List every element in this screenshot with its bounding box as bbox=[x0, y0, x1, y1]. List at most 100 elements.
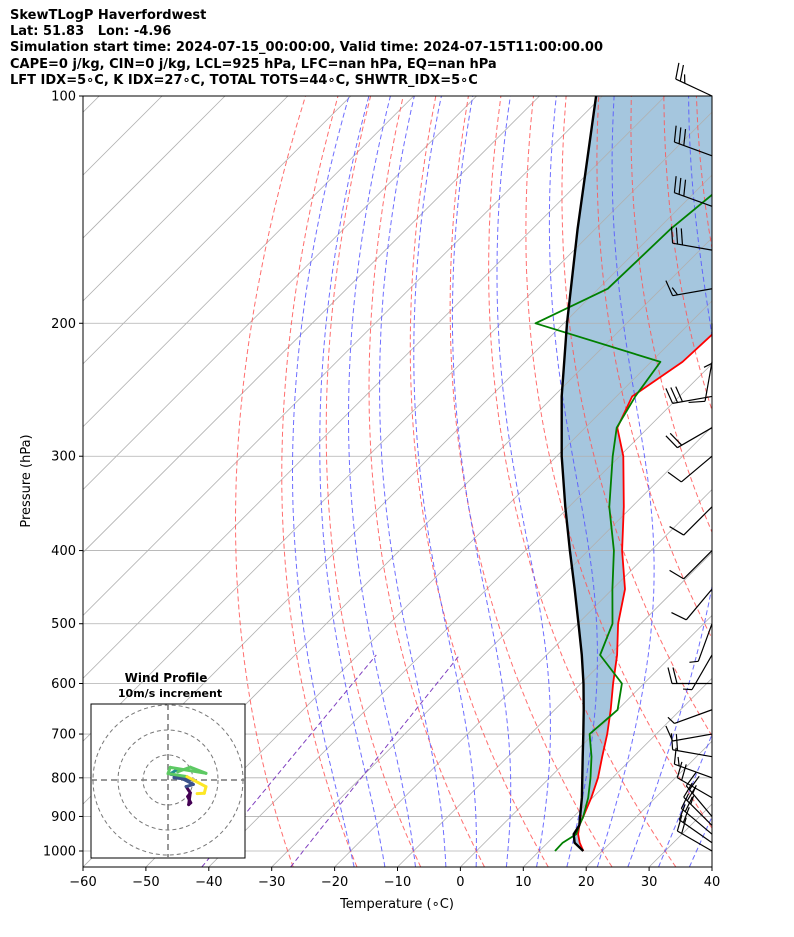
barb-flag bbox=[673, 125, 677, 143]
barb-flag bbox=[683, 129, 687, 146]
isotherm-line bbox=[83, 96, 352, 365]
location-line: Lat: 51.83 Lon: -4.96 bbox=[10, 24, 172, 40]
moist-adiabat bbox=[658, 732, 712, 867]
stability-line: CAPE=0 j/kg, CIN=0 j/kg, LCL=925 hPa, LF… bbox=[10, 56, 497, 72]
x-tick-label: −60 bbox=[69, 875, 96, 890]
barb-flag bbox=[667, 667, 673, 684]
barb-shaft bbox=[683, 506, 713, 536]
barb-flag bbox=[676, 814, 683, 832]
isotherm-line bbox=[83, 96, 477, 491]
y-tick-label: 100 bbox=[51, 90, 76, 105]
barb-shaft bbox=[674, 192, 713, 207]
wind-barb bbox=[667, 709, 713, 724]
barb-shaft bbox=[680, 455, 713, 483]
moist-adiabat bbox=[292, 96, 355, 867]
barb-flag bbox=[675, 227, 679, 245]
isotherm-line bbox=[83, 96, 666, 679]
barb-shaft bbox=[672, 242, 713, 251]
y-tick-label: 1000 bbox=[43, 845, 76, 860]
dry-adiabat bbox=[561, 96, 712, 737]
isotherm-line bbox=[711, 866, 712, 867]
hodograph-segment bbox=[187, 791, 192, 807]
barb-flag bbox=[671, 287, 679, 296]
barb-flag bbox=[683, 179, 687, 197]
barb-flag bbox=[689, 660, 699, 663]
y-tick-label: 600 bbox=[51, 677, 76, 692]
barb-flag bbox=[680, 793, 690, 809]
barb-shaft bbox=[685, 785, 713, 817]
barb-flag bbox=[689, 775, 700, 790]
isotherm-line bbox=[83, 96, 289, 302]
barb-shaft bbox=[677, 777, 713, 799]
wind-barb bbox=[670, 226, 713, 251]
isotherm-line bbox=[271, 426, 712, 867]
y-tick-label: 700 bbox=[51, 728, 76, 743]
barb-flag bbox=[688, 400, 706, 404]
wind-barb bbox=[665, 427, 713, 449]
wind-barbs bbox=[665, 62, 713, 852]
barb-flag bbox=[673, 176, 677, 193]
barb-flag bbox=[675, 386, 684, 402]
barb-flag bbox=[681, 764, 687, 781]
barb-flag bbox=[682, 807, 690, 823]
barb-flag bbox=[677, 756, 680, 766]
x-tick-label: 10 bbox=[515, 875, 532, 890]
dry-adiabat bbox=[281, 96, 358, 867]
y-tick-label: 200 bbox=[51, 317, 76, 332]
wind-barb bbox=[673, 125, 713, 157]
dry-adiabat bbox=[729, 96, 794, 867]
dry-adiabat bbox=[488, 96, 677, 867]
moist-adiabat bbox=[451, 96, 512, 867]
isotherm-line bbox=[145, 300, 712, 867]
hodograph-segment bbox=[166, 772, 189, 779]
barb-shaft bbox=[683, 796, 713, 826]
moist-adiabat bbox=[596, 96, 655, 867]
barb-flag bbox=[669, 432, 683, 446]
barb-flag bbox=[669, 526, 685, 536]
hodograph-inset: Wind Profile 10m/s increment bbox=[90, 671, 246, 859]
dry-adiabat bbox=[449, 96, 613, 867]
barb-flag bbox=[690, 795, 695, 805]
hodograph-segment bbox=[185, 775, 208, 789]
dry-adiabat bbox=[409, 96, 549, 867]
wind-barb bbox=[688, 361, 713, 404]
profile-lines bbox=[534, 96, 712, 852]
barb-shaft bbox=[674, 763, 713, 779]
barb-shaft bbox=[675, 78, 713, 97]
barb-shaft bbox=[704, 361, 713, 402]
isotherm-line bbox=[83, 111, 712, 742]
isotherm-line bbox=[83, 96, 414, 428]
barb-flag bbox=[678, 804, 686, 820]
isotherm-line bbox=[397, 551, 712, 867]
moist-adiabat bbox=[319, 96, 386, 867]
wind-barb bbox=[675, 62, 713, 97]
moist-adiabat bbox=[496, 96, 551, 867]
wind-barb bbox=[673, 176, 713, 207]
x-axis-label: Temperature (∘C) bbox=[339, 897, 454, 912]
barb-flag bbox=[670, 387, 679, 403]
moist-adiabat bbox=[548, 96, 598, 867]
barb-shaft bbox=[680, 808, 713, 835]
hodograph-subtitle: 10m/s increment bbox=[118, 687, 222, 700]
barb-flag bbox=[703, 362, 713, 368]
moist-adiabat bbox=[413, 96, 477, 867]
y-axis-label: Pressure (hPa) bbox=[19, 434, 34, 527]
cape-cin-fill bbox=[561, 96, 712, 851]
wind-barb bbox=[680, 793, 713, 835]
isotherm-line bbox=[83, 96, 603, 616]
barb-shaft bbox=[678, 819, 713, 844]
wind-barb bbox=[669, 506, 713, 536]
y-tick-label: 400 bbox=[51, 544, 76, 559]
barb-flag bbox=[665, 725, 674, 742]
moist-adiabat bbox=[627, 96, 712, 867]
barb-flag bbox=[683, 688, 693, 691]
isotherm-line bbox=[523, 677, 712, 867]
barb-flag bbox=[669, 569, 685, 580]
y-tick-label: 500 bbox=[51, 617, 76, 632]
barb-flag bbox=[671, 612, 687, 621]
barb-flag bbox=[678, 177, 682, 195]
barb-shaft bbox=[677, 427, 713, 449]
barb-shaft bbox=[691, 654, 713, 690]
x-tick-label: −10 bbox=[384, 875, 411, 890]
x-tick-label: −40 bbox=[195, 875, 222, 890]
